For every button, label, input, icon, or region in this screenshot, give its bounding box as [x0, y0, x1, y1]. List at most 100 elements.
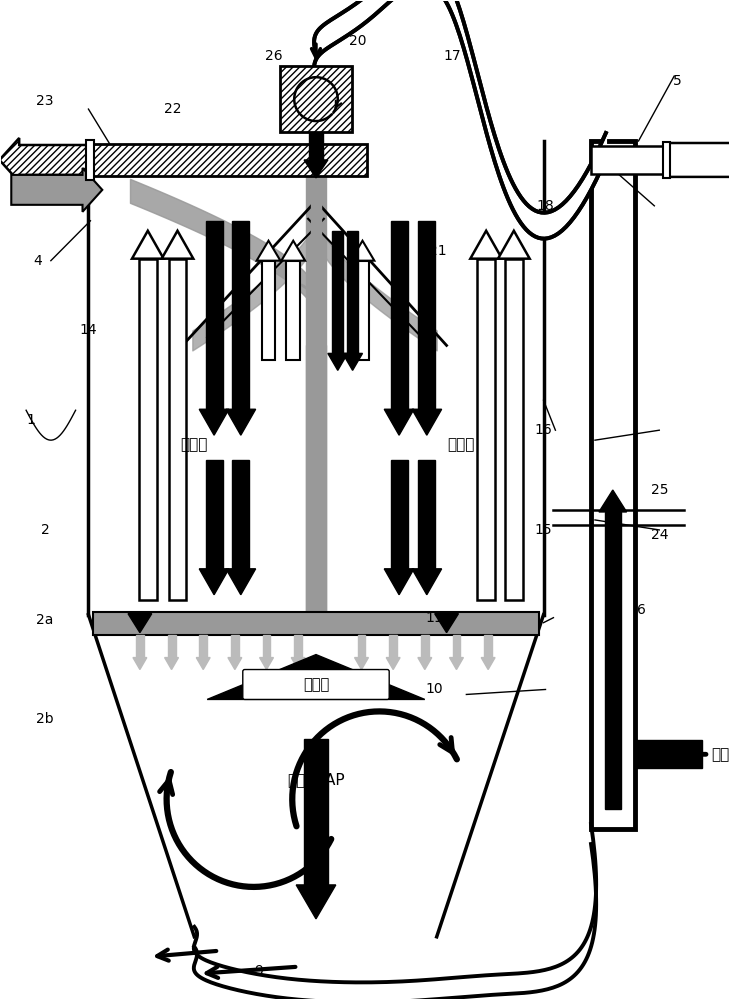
- Bar: [311, 181, 321, 365]
- Text: 18: 18: [537, 199, 554, 213]
- Bar: [199, 635, 207, 658]
- Bar: [168, 635, 176, 658]
- Bar: [232, 460, 249, 569]
- Polygon shape: [133, 658, 147, 670]
- Text: 过滤床: 过滤床: [448, 438, 475, 453]
- Text: 22: 22: [163, 102, 181, 116]
- Polygon shape: [207, 655, 425, 699]
- Polygon shape: [418, 658, 431, 670]
- Bar: [634, 740, 702, 768]
- Polygon shape: [304, 160, 328, 178]
- Bar: [287, 261, 300, 360]
- Bar: [418, 460, 435, 569]
- Text: 9: 9: [254, 964, 263, 978]
- Polygon shape: [481, 658, 495, 670]
- Text: 26: 26: [265, 49, 283, 63]
- Text: 脏污的CAP: 脏污的CAP: [287, 772, 345, 787]
- Text: 2b: 2b: [36, 712, 54, 726]
- Bar: [206, 460, 223, 569]
- Text: 1: 1: [26, 413, 35, 427]
- Polygon shape: [228, 658, 242, 670]
- FancyBboxPatch shape: [243, 670, 390, 699]
- Bar: [390, 635, 397, 658]
- Polygon shape: [282, 241, 305, 261]
- Bar: [262, 635, 270, 658]
- Bar: [605, 512, 620, 809]
- Bar: [347, 231, 358, 353]
- Text: 气体: 气体: [711, 747, 730, 762]
- Text: 2: 2: [40, 523, 49, 537]
- Polygon shape: [226, 569, 256, 595]
- Text: 11: 11: [425, 611, 443, 625]
- Bar: [453, 635, 460, 658]
- Bar: [591, 146, 665, 174]
- Bar: [168, 259, 187, 600]
- Polygon shape: [498, 231, 530, 259]
- Polygon shape: [259, 658, 273, 670]
- Text: 10: 10: [426, 682, 443, 696]
- Polygon shape: [196, 658, 210, 670]
- Polygon shape: [291, 658, 305, 670]
- Bar: [136, 635, 144, 658]
- Polygon shape: [412, 409, 442, 435]
- Polygon shape: [328, 353, 348, 370]
- Bar: [663, 142, 670, 178]
- Bar: [309, 132, 323, 160]
- Bar: [421, 635, 429, 658]
- Polygon shape: [128, 614, 151, 633]
- Polygon shape: [226, 409, 256, 435]
- Text: 导向器: 导向器: [303, 677, 329, 692]
- Polygon shape: [199, 569, 229, 595]
- Polygon shape: [434, 614, 459, 633]
- Polygon shape: [257, 241, 280, 261]
- Bar: [477, 259, 495, 600]
- Bar: [87, 140, 94, 180]
- Text: 7: 7: [637, 752, 645, 766]
- Bar: [232, 221, 249, 409]
- Text: 20: 20: [349, 34, 367, 48]
- Polygon shape: [412, 569, 442, 595]
- Bar: [280, 66, 351, 132]
- Polygon shape: [307, 365, 325, 380]
- Polygon shape: [470, 231, 502, 259]
- Polygon shape: [343, 353, 362, 370]
- Bar: [206, 221, 223, 409]
- Text: 6: 6: [637, 603, 646, 617]
- Polygon shape: [351, 241, 374, 261]
- Polygon shape: [386, 658, 400, 670]
- Polygon shape: [599, 490, 627, 512]
- Bar: [418, 221, 435, 409]
- Bar: [306, 176, 326, 625]
- Bar: [90, 144, 368, 176]
- Text: 17: 17: [443, 49, 461, 63]
- Text: 24: 24: [650, 528, 668, 542]
- Bar: [357, 635, 365, 658]
- Bar: [391, 221, 407, 409]
- Text: 2a: 2a: [36, 613, 54, 627]
- Bar: [591, 141, 634, 829]
- Polygon shape: [450, 658, 463, 670]
- FancyArrow shape: [0, 138, 90, 182]
- Bar: [231, 635, 239, 658]
- Polygon shape: [199, 409, 229, 435]
- Text: 过滤床: 过滤床: [181, 438, 208, 453]
- Bar: [306, 345, 326, 625]
- Polygon shape: [162, 231, 193, 259]
- Polygon shape: [296, 885, 336, 919]
- Bar: [484, 635, 492, 658]
- Bar: [391, 460, 407, 569]
- Text: 25: 25: [650, 483, 668, 497]
- Polygon shape: [384, 569, 414, 595]
- Text: 3: 3: [419, 483, 428, 497]
- Polygon shape: [354, 658, 368, 670]
- Polygon shape: [384, 409, 414, 435]
- Bar: [139, 259, 157, 600]
- Text: 21: 21: [429, 244, 446, 258]
- Text: 23: 23: [36, 94, 54, 108]
- Text: 15: 15: [534, 523, 552, 537]
- Polygon shape: [165, 658, 179, 670]
- FancyArrow shape: [11, 168, 102, 212]
- Bar: [332, 231, 343, 353]
- Text: 5: 5: [673, 74, 682, 88]
- Bar: [304, 739, 328, 885]
